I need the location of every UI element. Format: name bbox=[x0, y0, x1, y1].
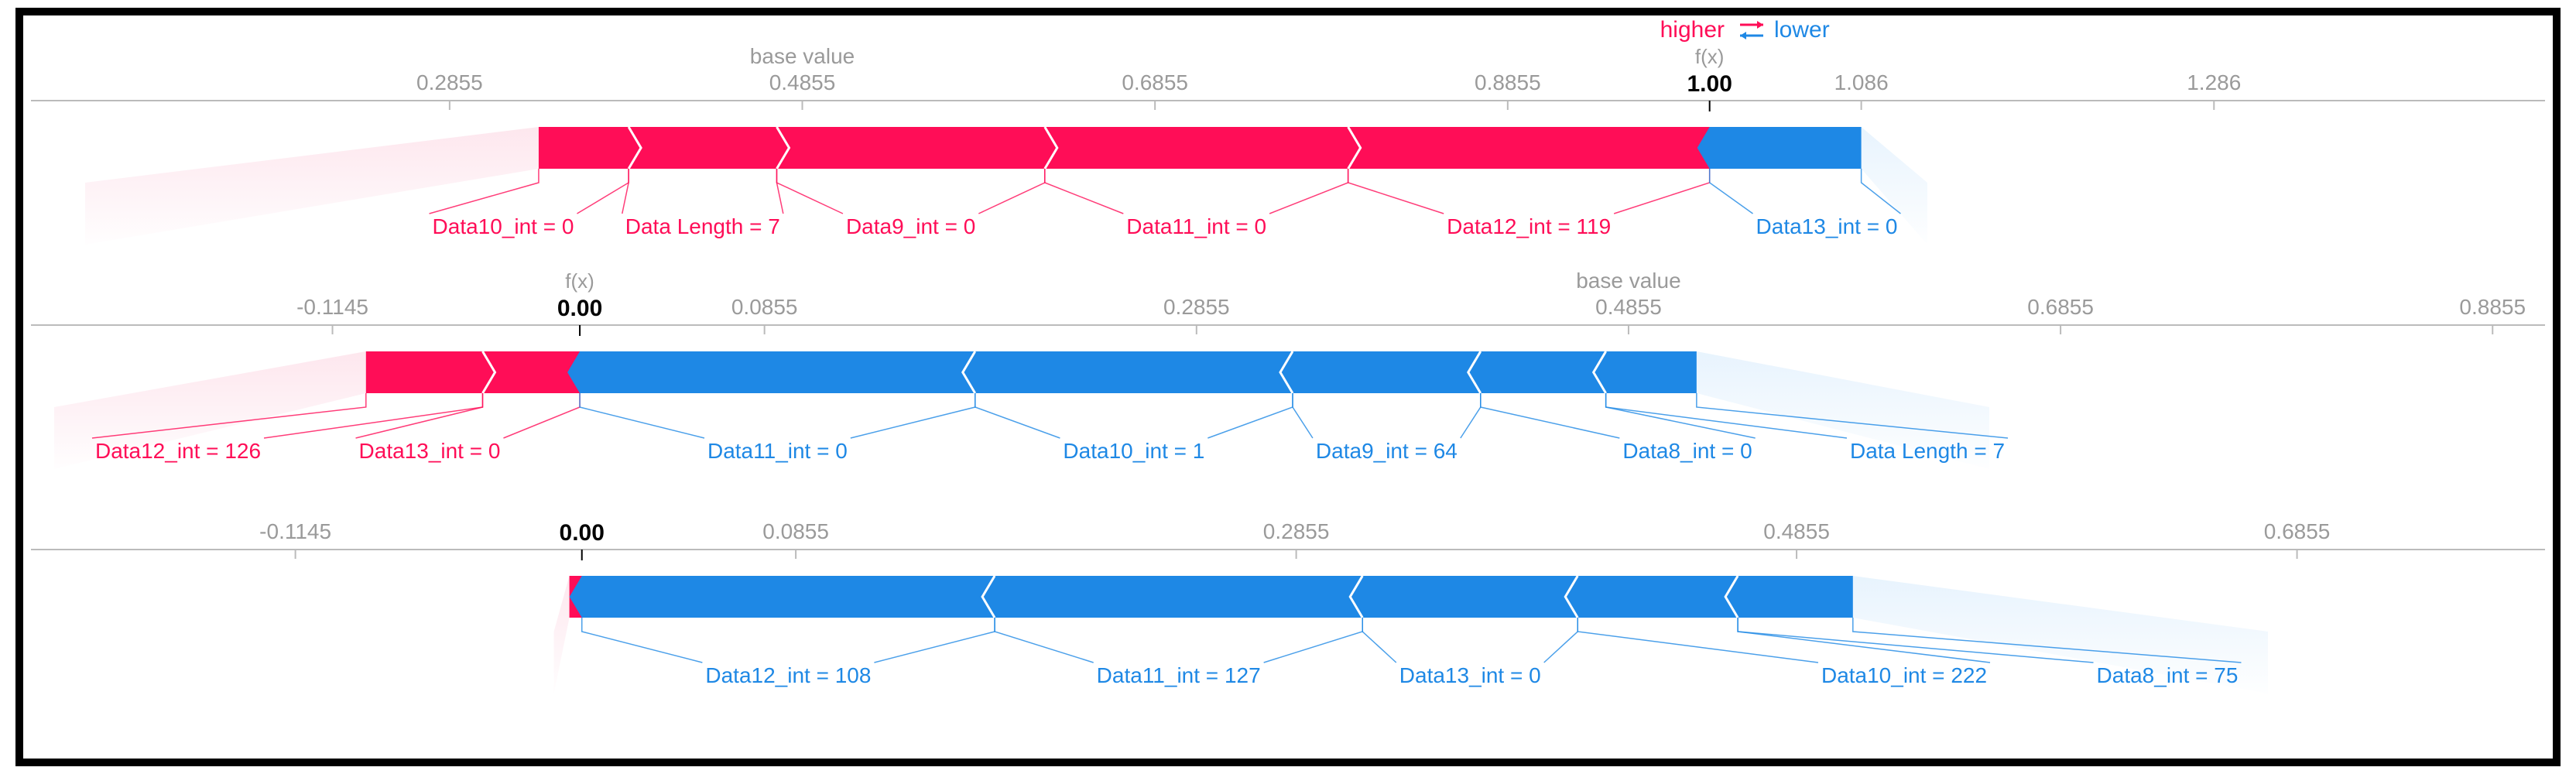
shap-blue-segment bbox=[963, 351, 1293, 393]
axis-tick: 0.6855 bbox=[2264, 519, 2331, 543]
feature-label: Data9_int = 0 bbox=[846, 214, 975, 238]
axis-tick: 0.2855 bbox=[1163, 295, 1230, 319]
fx-value: 0.00 bbox=[557, 296, 602, 321]
feature-label: Data8_int = 75 bbox=[2097, 663, 2239, 687]
feature-label: Data Length = 7 bbox=[625, 214, 780, 238]
feature-label: Data10_int = 0 bbox=[433, 214, 574, 238]
legend-higher: higher bbox=[1660, 17, 1725, 43]
axis-tick: 0.6855 bbox=[1122, 70, 1188, 94]
base-value-label: base value bbox=[1576, 269, 1680, 293]
axis-tick: -0.1145 bbox=[259, 519, 331, 543]
feature-label: Data11_int = 0 bbox=[707, 439, 848, 463]
axis-tick: 0.4855 bbox=[769, 70, 836, 94]
feature-label: Data13_int = 0 bbox=[1756, 214, 1898, 238]
fx-label: f(x) bbox=[565, 269, 594, 293]
shap-blue-segment bbox=[1697, 127, 1862, 169]
axis-tick: 0.8855 bbox=[1475, 70, 1541, 94]
feature-label: Data12_int = 108 bbox=[705, 663, 871, 687]
axis-tick: 0.2855 bbox=[416, 70, 483, 94]
axis-tick: 0.2855 bbox=[1263, 519, 1330, 543]
axis-tick: 1.086 bbox=[1834, 70, 1889, 94]
feature-label: Data12_int = 119 bbox=[1447, 214, 1611, 238]
legend-lower: lower bbox=[1774, 17, 1830, 43]
shap-red-segment bbox=[366, 351, 495, 393]
feature-label: Data Length = 7 bbox=[1850, 439, 2005, 463]
shap-red-segment bbox=[539, 127, 641, 169]
shap-red-segment bbox=[1045, 127, 1361, 169]
feature-label: Data10_int = 222 bbox=[1821, 663, 1987, 687]
feature-label: Data13_int = 0 bbox=[1399, 663, 1541, 687]
feature-label: Data9_int = 64 bbox=[1316, 439, 1458, 463]
red-fade bbox=[554, 576, 570, 694]
axis-tick: 0.6855 bbox=[2027, 295, 2094, 319]
fx-value: 1.00 bbox=[1687, 71, 1732, 97]
axis-tick: -0.1145 bbox=[296, 295, 368, 319]
shap-red-segment bbox=[629, 127, 789, 169]
feature-label: Data11_int = 127 bbox=[1097, 663, 1261, 687]
shap-blue-segment bbox=[1468, 351, 1606, 393]
shap-force-svg: higher lower 0.2855 0.4855 0.6855 0.8855 1.086… bbox=[23, 15, 2553, 759]
shap-blue-segment bbox=[1350, 576, 1577, 618]
shap-blue-segment bbox=[1725, 576, 1853, 618]
feature-label: Data11_int = 0 bbox=[1126, 214, 1266, 238]
shap-blue-segment bbox=[570, 576, 995, 618]
shap-blue-segment bbox=[567, 351, 975, 393]
axis-tick: 0.8855 bbox=[2459, 295, 2526, 319]
axis-tick: 0.0855 bbox=[731, 295, 798, 319]
fx-value: 0.00 bbox=[560, 520, 605, 546]
feature-label: Data13_int = 0 bbox=[359, 439, 501, 463]
feature-label: Data10_int = 1 bbox=[1063, 439, 1204, 463]
shap-red-segment bbox=[776, 127, 1057, 169]
fx-label: f(x) bbox=[1695, 45, 1725, 68]
feature-label: Data8_int = 0 bbox=[1622, 439, 1752, 463]
shap-blue-segment bbox=[1594, 351, 1697, 393]
shap-blue-segment bbox=[1280, 351, 1481, 393]
base-value-label: base value bbox=[750, 44, 855, 68]
shap-red-segment bbox=[1348, 127, 1722, 169]
shap-blue-segment bbox=[982, 576, 1362, 618]
axis-tick: 0.0855 bbox=[762, 519, 829, 543]
shap-blue-segment bbox=[1565, 576, 1738, 618]
feature-label: Data12_int = 126 bbox=[95, 439, 261, 463]
axis-tick: 1.286 bbox=[2187, 70, 2241, 94]
axis-tick: 0.4855 bbox=[1763, 519, 1830, 543]
shap-force-plots-frame: higher lower 0.2855 0.4855 0.6855 0.8855 1.086… bbox=[15, 8, 2561, 766]
axis-tick: 0.4855 bbox=[1595, 295, 1662, 319]
